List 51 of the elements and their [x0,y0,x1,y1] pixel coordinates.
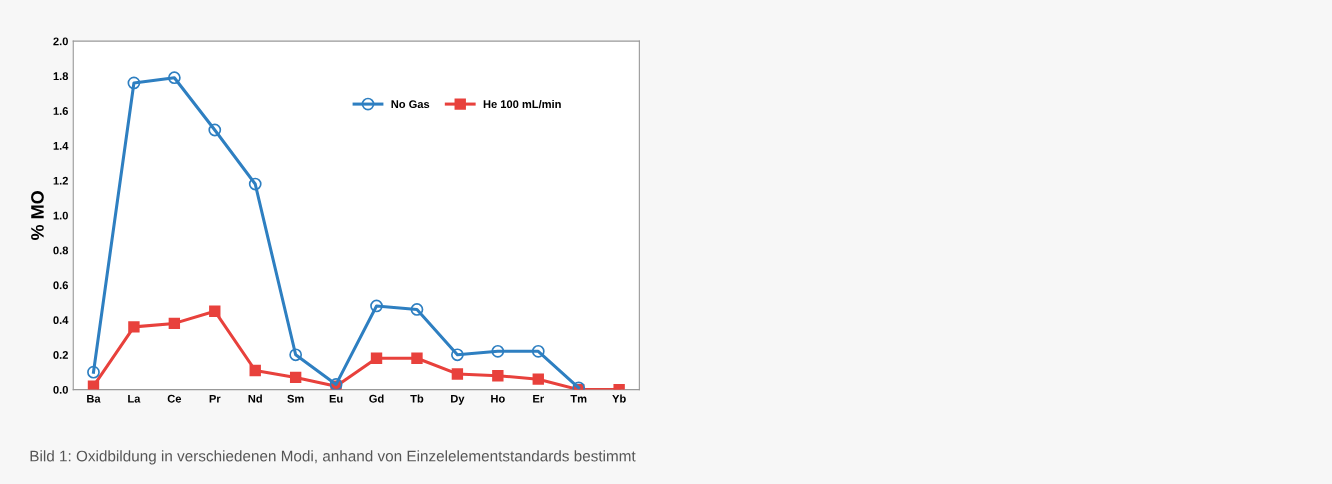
point [128,321,140,333]
point [289,348,303,362]
x-tick-label: Gd [369,394,384,403]
x-tick-label: La [128,394,141,403]
point [532,373,544,385]
x-tick-label: Ho [491,394,505,403]
point [167,71,181,85]
x-tick-label: Ce [167,394,182,403]
legend-label: No Gas [391,100,430,109]
x-tick-label: Tb [410,394,424,403]
y-tick-label: 0.6 [53,281,68,290]
y-axis-title: % MO [31,191,44,241]
x-tick-label: Eu [329,394,343,403]
point [289,371,302,384]
y-tick-label: 1.6 [53,107,68,115]
x-tick-label: Ba [87,394,101,403]
y-tick-label: 1.0 [53,211,68,220]
y-tick-label: 0.2 [53,351,68,359]
point [451,348,464,362]
point [451,368,464,380]
point [168,317,181,330]
x-tick-label: Yb [612,394,626,403]
point [249,364,261,377]
x-tick-label: Er [533,394,544,403]
legend-label: He 100 mL/min [483,99,561,109]
y-tick-label: 1.2 [53,176,68,185]
text: Bild 1: Oxidbildung in verschiedenen Modi, anhand von Einzelelementstandards bestimmt [30,450,636,465]
point [87,365,100,379]
point [492,369,504,382]
x-tick-label: Sm [287,394,304,403]
point [87,380,100,390]
x-tick-label: Dy [451,394,465,405]
point [248,177,262,191]
x-tick-label: Pr [209,394,221,403]
point [491,344,505,358]
point [410,303,424,316]
y-tick-label: 0.8 [53,246,69,255]
point [370,352,383,364]
point [531,344,545,358]
y-tick-label: 1.4 [53,142,69,150]
y-tick-label: 1.8 [53,72,69,81]
point [208,123,222,137]
x-tick-label: Tm [570,394,587,403]
point [411,352,423,364]
point [127,76,141,90]
y-tick-label: 2.0 [53,37,68,46]
point [370,299,383,313]
point [209,305,221,317]
y-tick-label: 0.4 [53,316,69,325]
x-tick-label: Nd [248,394,262,403]
y-tick-label: 0.0 [53,385,68,394]
